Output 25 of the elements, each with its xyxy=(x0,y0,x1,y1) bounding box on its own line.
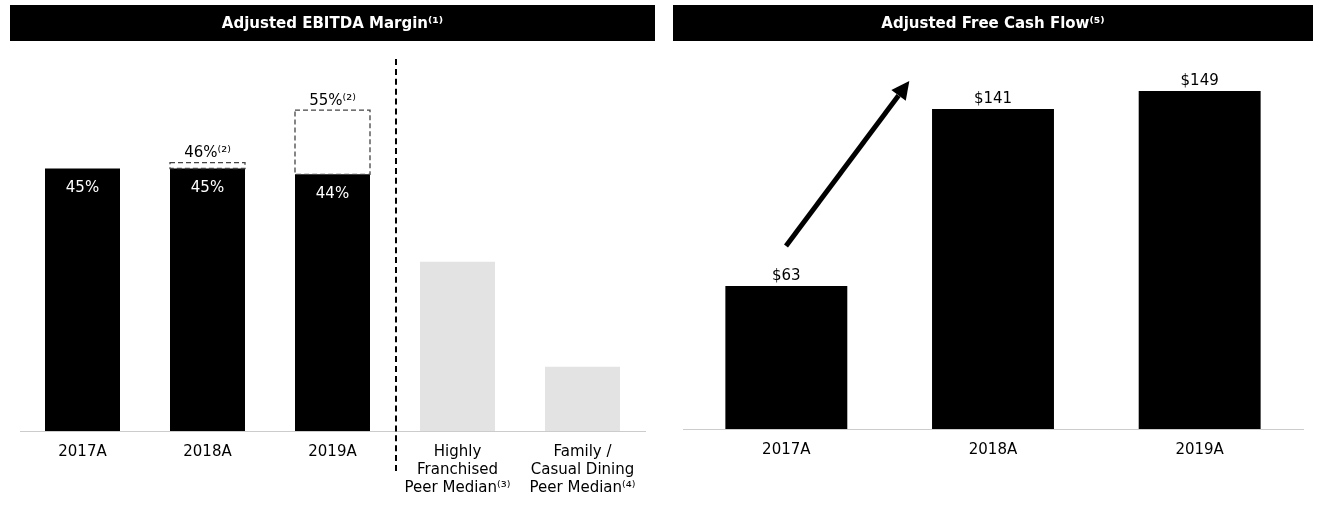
bar xyxy=(295,174,370,431)
x-tick-label: 2019A xyxy=(1175,439,1225,458)
x-tick-label: 2018A xyxy=(183,441,233,460)
bar xyxy=(170,168,245,431)
chart-title: Adjusted Free Cash Flow⁽⁵⁾ xyxy=(673,5,1313,41)
x-tick-label: 2018A xyxy=(968,439,1018,458)
data-label: $63 xyxy=(772,266,801,285)
data-label: 45% xyxy=(65,177,100,196)
x-tick-label: Highly Franchised Peer Median⁽³⁾ xyxy=(404,441,511,496)
data-label: $149 xyxy=(1180,71,1219,90)
chart-title: Adjusted EBITDA Margin⁽¹⁾ xyxy=(10,5,655,41)
bar xyxy=(169,162,246,170)
bar xyxy=(545,366,620,431)
total-label: 46%⁽²⁾ xyxy=(184,143,231,162)
x-tick-label: 2019A xyxy=(308,441,358,460)
bar xyxy=(45,168,120,431)
total-label: 55%⁽²⁾ xyxy=(309,90,356,109)
bar xyxy=(420,261,495,431)
x-tick-label: Family / Casual Dining Peer Median⁽⁴⁾ xyxy=(529,441,636,496)
data-label: 44% xyxy=(315,183,350,202)
bar xyxy=(294,109,371,175)
x-tick-label: 2017A xyxy=(58,441,108,460)
data-label: 45% xyxy=(190,177,225,196)
x-tick-label: 2017A xyxy=(762,439,812,458)
data-label: $141 xyxy=(973,89,1013,108)
